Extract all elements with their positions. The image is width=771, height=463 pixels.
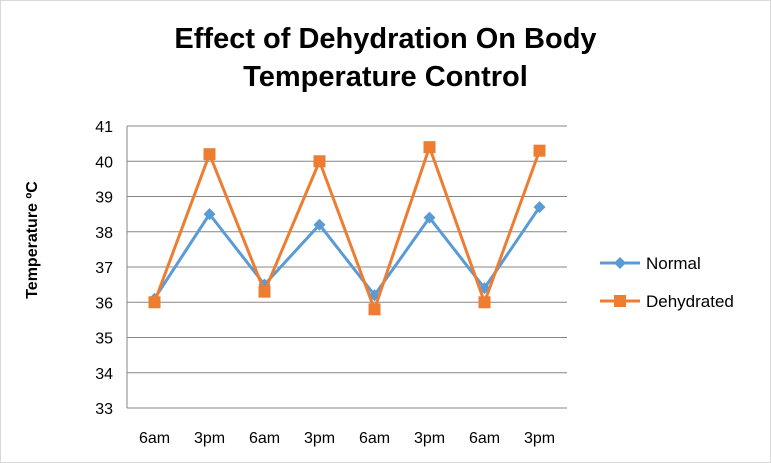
x-tick-label: 3pm xyxy=(304,430,335,447)
data-point-dehydrated xyxy=(148,296,161,309)
data-point-dehydrated xyxy=(313,155,326,168)
chart-title: Effect of Dehydration On Body Temperatur… xyxy=(0,20,771,96)
x-tick-label: 3pm xyxy=(194,430,225,447)
x-tick-label: 6am xyxy=(249,430,280,447)
y-tick-label: 38 xyxy=(95,225,113,242)
legend-label-dehydrated: Dehydrated xyxy=(646,292,734,311)
y-tick-label: 40 xyxy=(95,154,113,171)
y-tick-label: 33 xyxy=(95,401,113,418)
data-point-dehydrated xyxy=(368,303,381,316)
y-tick-label: 34 xyxy=(95,366,113,383)
x-tick-label: 3pm xyxy=(524,430,555,447)
y-tick-label: 36 xyxy=(95,295,113,312)
x-tick-label: 6am xyxy=(359,430,390,447)
chart-title-line-1: Effect of Dehydration On Body xyxy=(174,23,597,55)
data-point-normal xyxy=(533,201,546,214)
legend-label-normal: Normal xyxy=(646,254,701,273)
series-line-dehydrated xyxy=(153,145,541,311)
y-tick-label: 37 xyxy=(95,260,113,277)
data-point-dehydrated xyxy=(203,148,216,161)
y-tick-label: 35 xyxy=(95,331,113,348)
data-point-normal xyxy=(203,208,216,221)
y-tick-label: 39 xyxy=(95,190,113,207)
x-tick-label: 6am xyxy=(469,430,500,447)
data-point-dehydrated xyxy=(258,285,271,298)
chart-title-line-2: Temperature Control xyxy=(243,61,528,93)
data-point-normal xyxy=(313,218,326,231)
legend-marker-dehydrated xyxy=(614,295,626,307)
x-tick-label: 3pm xyxy=(414,430,445,447)
y-tick-label: 41 xyxy=(95,119,113,136)
data-point-dehydrated xyxy=(478,296,491,309)
legend-marker-normal xyxy=(614,257,626,269)
data-point-dehydrated xyxy=(423,141,436,154)
data-point-normal xyxy=(423,211,436,224)
x-tick-label: 6am xyxy=(139,430,170,447)
data-point-dehydrated xyxy=(533,144,546,157)
